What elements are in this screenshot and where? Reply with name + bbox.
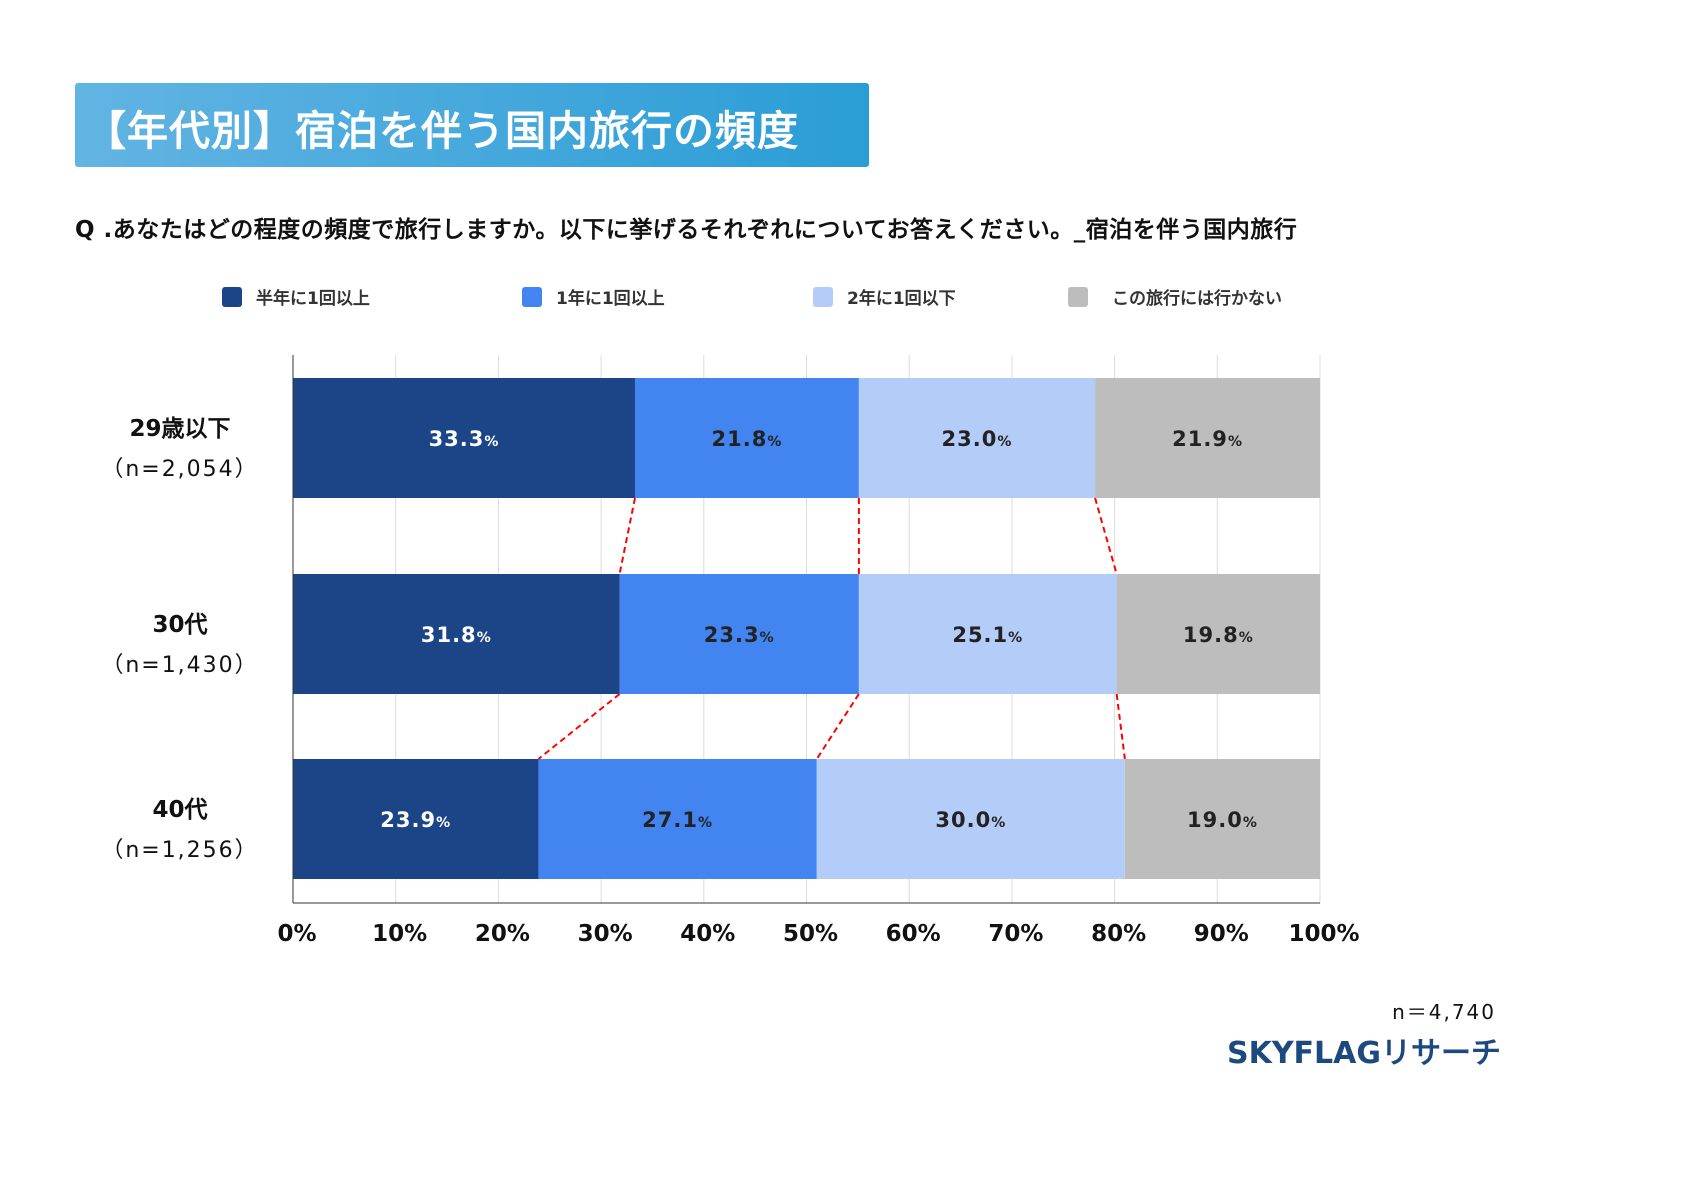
x-tick-label: 0% — [277, 921, 316, 947]
bar-segment — [1116, 574, 1320, 694]
legend-item: 半年に1回以上 — [222, 284, 370, 309]
bar-segment — [538, 759, 817, 879]
legend-item: 2年に1回以下 — [813, 284, 956, 309]
bar-segment — [1095, 378, 1320, 498]
legend-label: 2年に1回以下 — [847, 289, 956, 309]
data-label: 23.3% — [704, 623, 775, 647]
bar-segment — [293, 378, 635, 498]
bar-segment — [293, 759, 539, 879]
data-label: 19.0% — [1187, 808, 1258, 832]
sample-size: n＝4,740 — [1392, 1000, 1496, 1024]
x-tick-label: 30% — [578, 921, 633, 947]
legend-label: 半年に1回以上 — [256, 289, 370, 309]
connector-line — [815, 693, 860, 760]
bar-segment — [293, 574, 620, 694]
x-tick-label: 60% — [886, 921, 941, 947]
x-tick-label: 40% — [680, 921, 735, 947]
category-label: 40代 — [152, 797, 207, 823]
x-tick-label: 80% — [1091, 921, 1146, 947]
data-label: 21.8% — [712, 427, 783, 451]
bar-segment — [619, 574, 859, 694]
legend-swatch — [1068, 286, 1088, 307]
data-label: 25.1% — [952, 623, 1023, 647]
category-sample-size: （n=1,430） — [101, 653, 258, 678]
category-label: 30代 — [152, 612, 207, 638]
title-banner: 【年代別】宿泊を伴う国内旅行の頻度 — [75, 83, 869, 167]
category-sample-size: （n=1,256） — [101, 838, 258, 863]
connector-line — [1094, 497, 1118, 575]
connector-line — [537, 693, 621, 760]
data-label: 30.0% — [935, 808, 1006, 832]
brand-logo: SKYFLAGリサーチ — [1226, 1036, 1501, 1071]
legend: 半年に1回以上 1年に1回以上 2年に1回以下 この旅行には行かない — [0, 284, 1701, 309]
legend-label: この旅行には行かない — [1112, 289, 1282, 309]
x-tick-label: 20% — [475, 921, 530, 947]
connector-line — [618, 497, 636, 575]
x-tick-label: 10% — [372, 921, 427, 947]
data-label: 21.9% — [1172, 427, 1243, 451]
data-label: 23.0% — [942, 427, 1013, 451]
legend-item: この旅行には行かない — [1068, 284, 1282, 309]
legend-item: 1年に1回以上 — [522, 284, 665, 309]
legend-label: 1年に1回以上 — [556, 289, 665, 309]
bar-segment — [816, 759, 1125, 879]
x-tick-label: 70% — [988, 921, 1043, 947]
bar-segment — [858, 378, 1096, 498]
data-label: 27.1% — [642, 808, 713, 832]
data-label: 23.9% — [380, 808, 451, 832]
bar-segment — [1124, 759, 1320, 879]
connector-line — [1115, 693, 1126, 760]
bar-segment — [858, 574, 1117, 694]
x-tick-label: 50% — [783, 921, 838, 947]
category-sample-size: （n=2,054） — [101, 457, 258, 482]
data-label: 31.8% — [421, 623, 492, 647]
legend-swatch — [222, 286, 242, 307]
legend-swatch — [522, 286, 542, 307]
data-label: 33.3% — [429, 427, 500, 451]
legend-swatch — [813, 286, 833, 307]
question-text: Q .あなたはどの程度の頻度で旅行しますか。以下に挙げるそれぞれについてお答えく… — [75, 217, 1298, 243]
category-label: 29歳以下 — [129, 416, 230, 442]
x-tick-label: 90% — [1194, 921, 1249, 947]
data-label: 19.8% — [1183, 623, 1254, 647]
bar-segment — [634, 378, 859, 498]
x-tick-label: 100% — [1288, 921, 1359, 947]
chart-title: 【年代別】宿泊を伴う国内旅行の頻度 — [85, 107, 799, 155]
